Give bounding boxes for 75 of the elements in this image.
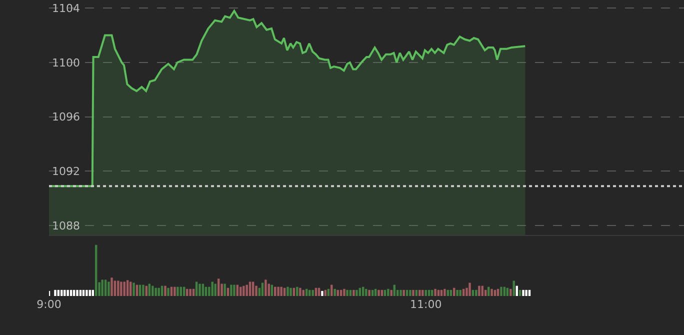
bar [110, 278, 113, 296]
bar [444, 288, 446, 296]
bar [352, 290, 355, 296]
bar [104, 280, 107, 296]
bar [280, 286, 282, 296]
bar [129, 282, 132, 296]
bar [468, 282, 471, 296]
bar [261, 282, 264, 296]
bar [422, 290, 424, 296]
bar [189, 288, 192, 296]
bar [286, 286, 289, 296]
bar [475, 290, 478, 296]
bar [95, 244, 98, 296]
bar [211, 282, 214, 296]
bar [76, 290, 78, 296]
bar [478, 286, 480, 296]
y-tick-label: 1088 [52, 219, 80, 232]
bar [277, 286, 280, 296]
bar [167, 288, 170, 296]
bar [66, 290, 69, 296]
bar [500, 286, 502, 296]
bar [402, 290, 405, 296]
y-tick-label: 1100 [52, 56, 80, 70]
bar [154, 288, 157, 296]
bar [126, 280, 129, 296]
bar [101, 280, 104, 296]
bar [356, 290, 358, 296]
bar [387, 288, 390, 296]
bar [123, 282, 126, 296]
bar [174, 286, 176, 296]
y-tick-label: 1096 [52, 110, 80, 124]
bar [459, 290, 462, 296]
bar [224, 284, 226, 296]
y-tick-label: 1104 [52, 2, 80, 15]
bar [522, 290, 524, 296]
bar [195, 282, 198, 296]
bar [434, 288, 436, 296]
x-tick-label: 9:00 [36, 298, 62, 312]
bar [346, 290, 348, 296]
bar [264, 280, 267, 296]
bar [490, 288, 493, 296]
bar [400, 290, 402, 296]
bar [343, 288, 346, 296]
bar [142, 284, 144, 296]
bar [217, 278, 220, 296]
bar [409, 290, 412, 296]
bar [233, 284, 236, 296]
bar [176, 286, 179, 296]
bar [120, 282, 122, 296]
bar [368, 290, 370, 296]
bar [248, 282, 252, 296]
bar [198, 284, 201, 296]
x-tick-label: 11:00 [410, 298, 442, 312]
bar [252, 282, 254, 296]
bar [412, 290, 414, 296]
bar [321, 290, 324, 296]
bar [108, 282, 110, 296]
bar [299, 288, 302, 296]
bar [164, 286, 166, 296]
bar [525, 290, 528, 296]
bar [512, 280, 515, 296]
bar [132, 282, 135, 296]
bar [378, 290, 380, 296]
bar [296, 286, 298, 296]
bar [312, 290, 314, 296]
bar [230, 284, 232, 296]
bar [114, 280, 116, 296]
bar [510, 288, 512, 296]
bar [117, 280, 120, 296]
bar [456, 290, 458, 296]
bar [290, 288, 292, 296]
bar [54, 290, 56, 296]
bar [255, 286, 258, 296]
bar [86, 290, 88, 296]
y-tick-label: 1092 [52, 164, 80, 178]
